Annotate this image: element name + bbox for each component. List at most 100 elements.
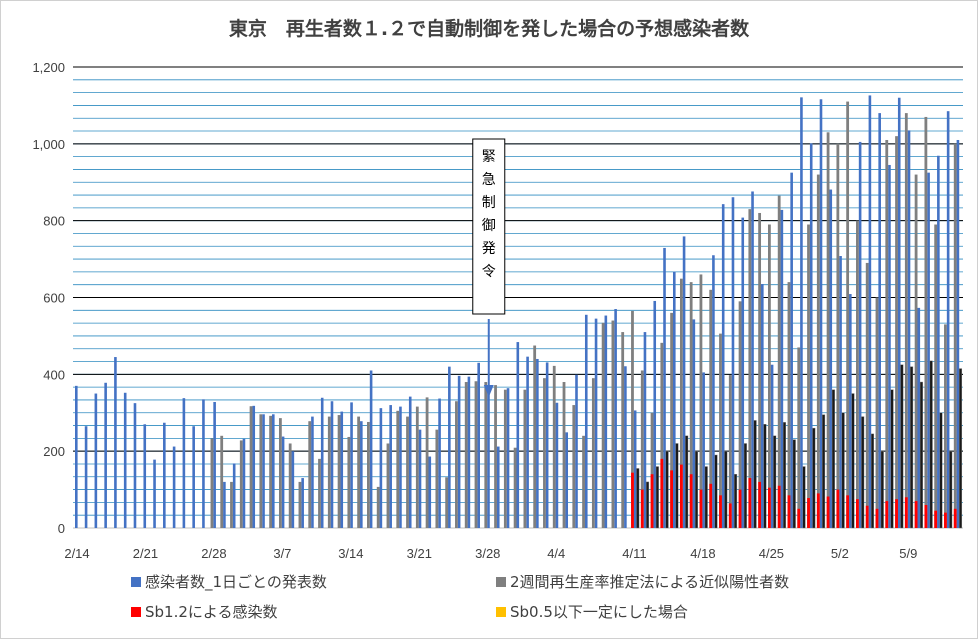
bar-reported [702,372,705,528]
bar-reported [350,402,353,528]
bar-projection [831,389,835,529]
bar-estimated [308,421,312,528]
bar-reported [672,271,676,528]
bar-estimated [552,365,556,528]
chart-title: 東京 再生者数１.２で自動制御を発した場合の予想感染者数 [229,17,750,40]
bar-projection [694,450,698,529]
bar-estimated [719,333,722,528]
annotation-box [472,138,506,315]
bar-reported [252,405,256,528]
bar-estimated [631,310,634,528]
bar-sb12 [679,464,683,528]
bar-projection [870,433,874,529]
bar-reported [369,370,373,528]
bar-estimated [748,209,752,528]
bar-projection [841,412,845,529]
bar-projection [949,450,953,529]
bar-estimated [709,289,713,528]
bar-estimated [230,481,233,528]
bar-reported [448,366,451,528]
bar-reported [956,139,960,528]
y-tick-label: 400 [43,367,65,382]
bar-projection [919,381,923,529]
bar-reported [536,358,539,528]
bar-sb12 [875,508,879,528]
annotation-arrow-head [483,385,494,397]
x-tick-label: 2/28 [201,546,226,561]
bar-estimated [728,375,732,528]
legend-label: 感染者数_1日ごとの発表数 [145,573,327,592]
bar-estimated [327,416,331,528]
bar-reported [94,393,98,528]
bar-reported [888,164,891,528]
bar-reported [780,209,784,528]
bar-estimated [464,382,468,528]
bar-reported [457,375,461,528]
bar-projection [851,393,855,529]
bar-reported [751,191,754,528]
bar-reported [927,172,930,529]
bar-sb12 [640,489,644,528]
x-tick-label: 4/18 [690,546,715,561]
bars-layer [75,95,963,529]
bar-projection [880,450,884,529]
bar-reported [340,411,344,528]
bar-reported [301,478,304,528]
bar-estimated [856,220,859,528]
bar-sb12 [816,493,820,528]
bar-projection [724,450,728,529]
bar-projection [685,435,689,529]
bar-projection [734,474,738,529]
bar-estimated [787,282,791,528]
bar-estimated [758,212,762,528]
bar-projection [665,450,669,529]
bar-reported [761,284,764,528]
bar-estimated [298,481,302,528]
bar-estimated [259,414,263,528]
x-tick-label: 3/28 [475,546,500,561]
annotation-char: 制 [482,195,496,211]
bar-sb12 [846,495,850,528]
bar-sb12 [914,501,918,528]
y-tick-label: 1,000 [32,137,65,152]
bar-reported [839,256,842,528]
bar-estimated [640,370,644,528]
x-tick-label: 4/25 [759,546,784,561]
bar-projection [753,420,757,529]
bar-sb12 [738,489,742,528]
y-tick-label: 200 [43,444,65,459]
bar-reported [721,204,725,528]
bar-projection [802,466,806,529]
bar-estimated [513,447,517,528]
bar-reported [800,97,803,528]
bar-reported [213,401,216,528]
bar-reported [653,300,657,528]
bar-estimated [777,195,781,528]
bar-estimated [415,406,419,528]
bar-estimated [455,401,458,528]
bar-reported [643,332,647,528]
bar-reported [584,314,588,528]
annotation-char: 緊 [482,149,496,165]
bar-reported [242,438,246,528]
bar-estimated [699,274,703,528]
bar-estimated [826,132,830,528]
x-tick-label: 4/4 [547,546,565,561]
bar-projection [792,439,796,529]
bar-estimated [679,278,683,528]
annotation-char: 御 [482,218,496,234]
bar-reported [163,422,166,528]
bar-projection [900,364,904,529]
bar-estimated [474,381,478,528]
bar-estimated [601,322,605,528]
x-tick-label: 3/14 [338,546,363,561]
bar-reported [868,95,872,528]
bar-estimated [523,389,527,528]
bar-reported [555,402,559,528]
bar-reported [731,197,735,529]
x-tick-label: 5/9 [899,546,917,561]
bar-sb12 [797,508,801,528]
bar-estimated [767,224,771,528]
